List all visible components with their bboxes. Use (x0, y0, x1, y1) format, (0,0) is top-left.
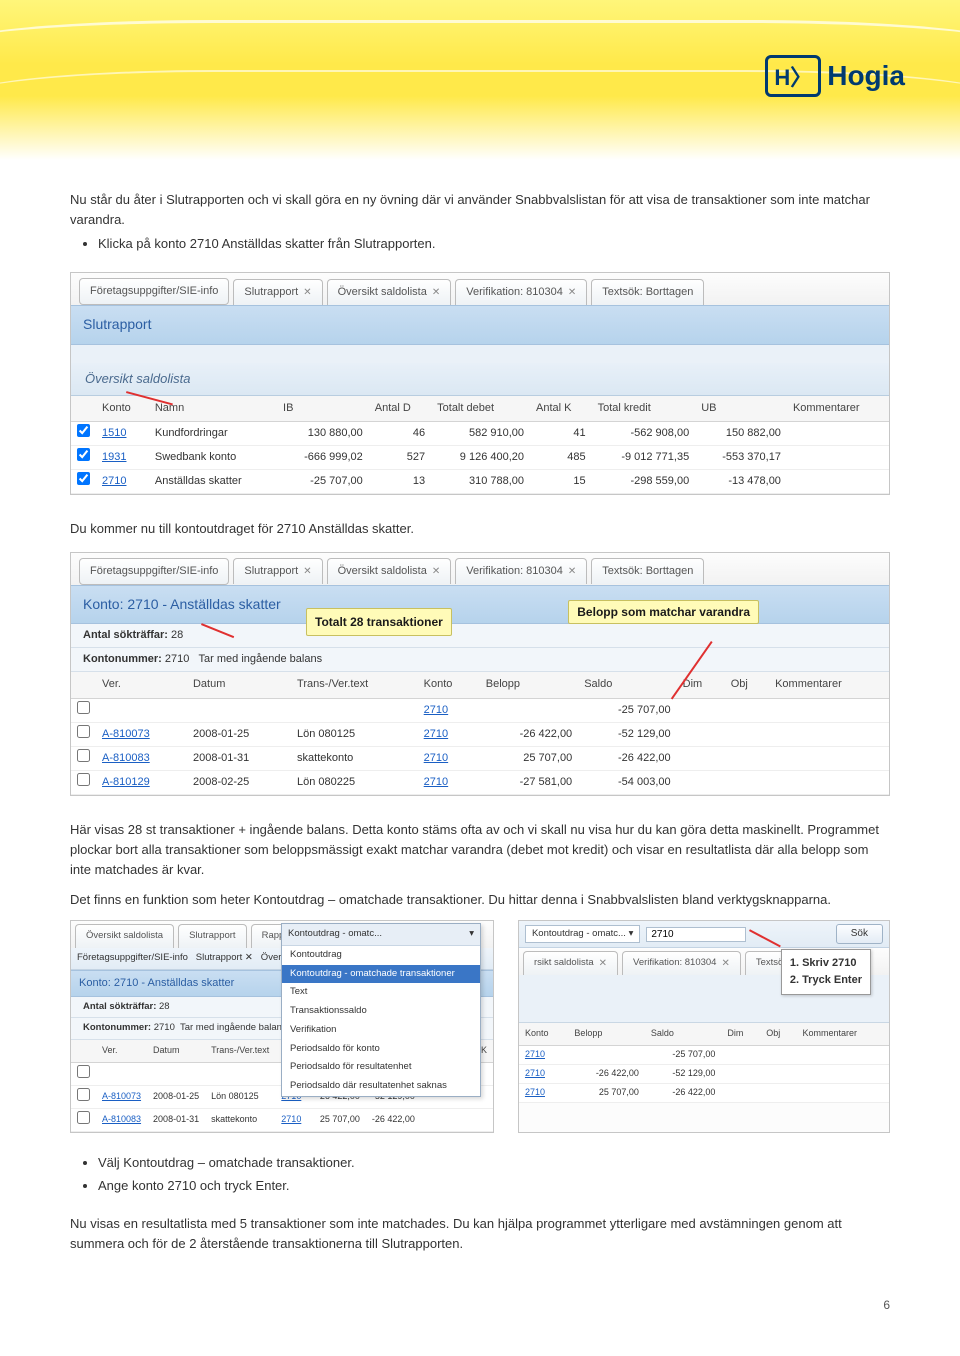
paragraph: Det finns en funktion som heter Kontoutd… (70, 890, 890, 910)
table-row[interactable]: 1931Swedbank konto -666 999,02527 9 126 … (71, 446, 889, 470)
close-icon[interactable]: ✕ (432, 564, 440, 580)
result-table: KontoBelopp SaldoDim ObjKommentarer 2710… (519, 1023, 889, 1103)
table-row[interactable]: 2710Anställdas skatter -25 707,0013 310 … (71, 470, 889, 494)
dropdown-item[interactable]: Periodsaldo där resultatenhet saknas (282, 1077, 480, 1096)
search-button[interactable]: Sök (836, 924, 883, 944)
tab[interactable]: Verifikation: 810304✕ (455, 558, 587, 584)
search-input[interactable] (646, 927, 746, 942)
dropdown-item[interactable]: Kontoutdrag - omatchade transaktioner (282, 965, 480, 984)
close-icon[interactable]: ✕ (303, 285, 311, 301)
dropdown-item[interactable]: Periodsaldo för resultatenhet (282, 1058, 480, 1077)
row-checkbox[interactable] (77, 725, 90, 738)
screenshot-kontoutdrag: Företagsuppgifter/SIE-info Slutrapport✕ … (70, 552, 890, 796)
tab[interactable]: Slutrapport✕ (233, 558, 322, 584)
tab[interactable]: Textsök: Borttagen (591, 279, 704, 305)
screenshot-dropdown: Översikt saldolista Slutrapport Rapportö… (70, 920, 494, 1133)
annotation-right: Belopp som matchar varandra (568, 600, 759, 624)
page-header: H〉 Hogia (0, 0, 960, 160)
tab[interactable]: Företagsuppgifter/SIE-info (79, 278, 229, 305)
annotation-tip: 1. Skriv 2710 2. Tryck Enter (781, 949, 871, 995)
chevron-down-icon: ▾ (469, 927, 474, 942)
page-number: 6 (0, 1298, 960, 1332)
paragraph: Här visas 28 st transaktioner + ingående… (70, 820, 890, 880)
bullet-item: Klicka på konto 2710 Anställdas skatter … (98, 234, 890, 254)
tab[interactable]: Slutrapport✕ (233, 279, 322, 305)
dropdown-item[interactable]: Transaktionssaldo (282, 1002, 480, 1021)
row-checkbox[interactable] (77, 424, 90, 437)
bullet-list: Klicka på konto 2710 Anställdas skatter … (98, 234, 890, 254)
tab[interactable]: Företagsuppgifter/SIE-info (79, 558, 229, 585)
bullet-list: Välj Kontoutdrag – omatchade transaktion… (98, 1153, 890, 1196)
row-checkbox[interactable] (77, 701, 90, 714)
chevron-down-icon: ▾ (629, 927, 634, 942)
quickselect-combo[interactable]: Kontoutdrag - omatc... ▾ (525, 925, 640, 944)
intro-paragraph: Nu står du åter i Slutrapporten och vi s… (70, 190, 890, 230)
tab[interactable]: rsikt saldolista✕ (523, 951, 618, 976)
tab[interactable]: Slutrapport (178, 924, 246, 948)
tab[interactable]: Översikt saldolista (75, 924, 174, 948)
info-row: Antal sökträffar: 28 (71, 624, 889, 648)
paragraph: Du kommer nu till kontoutdraget för 2710… (70, 519, 890, 539)
close-icon[interactable]: ✕ (568, 285, 576, 301)
paragraph: Nu visas en resultatlista med 5 transakt… (70, 1214, 890, 1254)
tab-bar: Företagsuppgifter/SIE-info Slutrapport✕ … (71, 273, 889, 305)
tab[interactable]: Verifikation: 810304✕ (455, 279, 587, 305)
dropdown-item[interactable]: Verifikation (282, 1021, 480, 1040)
panel-title: Slutrapport (71, 305, 889, 345)
table-row[interactable]: 1510Kundfordringar 130 880,0046 582 910,… (71, 422, 889, 446)
close-icon[interactable]: ✕ (303, 564, 311, 580)
tab[interactable]: Textsök: Borttagen (591, 558, 704, 584)
screenshot-search: Kontoutdrag - omatc... ▾ Sök rsikt saldo… (518, 920, 890, 1133)
panel-subtitle: Översikt saldolista (71, 363, 889, 396)
tab[interactable]: Översikt saldolista✕ (327, 558, 452, 584)
annotation-left: Totalt 28 transaktioner (306, 608, 452, 637)
dropdown-item[interactable]: Periodsaldo för konto (282, 1040, 480, 1059)
tab-bar: Företagsuppgifter/SIE-info Slutrapport✕ … (71, 553, 889, 585)
screenshot-slutrapport: Företagsuppgifter/SIE-info Slutrapport✕ … (70, 272, 890, 495)
info-row: Kontonummer: 2710 Tar med ingående balan… (71, 648, 889, 672)
dropdown-item[interactable]: Kontoutdrag (282, 946, 480, 965)
table-row[interactable]: 2710 -25 707,00 (71, 698, 889, 722)
search-toolbar: Kontoutdrag - omatc... ▾ Sök (519, 921, 889, 948)
page-content: Nu står du åter i Slutrapporten och vi s… (0, 160, 960, 1298)
screenshot-row: Översikt saldolista Slutrapport Rapportö… (70, 920, 890, 1133)
table-row[interactable]: A-8101292008-02-25Lön 080225 2710-27 581… (71, 770, 889, 794)
tab[interactable]: Verifikation: 810304✕ (622, 951, 741, 976)
row-checkbox[interactable] (77, 749, 90, 762)
bullet-item: Välj Kontoutdrag – omatchade transaktion… (98, 1153, 890, 1173)
saldo-table: KontoNamn IBAntal D Totalt debetAntal K … (71, 396, 889, 494)
panel-title: Konto: 2710 - Anställdas skatter (71, 585, 889, 625)
table-row[interactable]: A-8100732008-01-25Lön 080125 2710-26 422… (71, 722, 889, 746)
transaction-table: Ver.Datum Trans-/Ver.textKonto BeloppSal… (71, 672, 889, 794)
logo-mark-icon: H〉 (765, 55, 821, 97)
hogia-logo: H〉 Hogia (765, 55, 905, 97)
table-row[interactable]: A-8100832008-01-31skattekonto 271025 707… (71, 746, 889, 770)
bullet-item: Ange konto 2710 och tryck Enter. (98, 1176, 890, 1196)
close-icon[interactable]: ✕ (568, 564, 576, 580)
close-icon[interactable]: ✕ (432, 285, 440, 301)
tab[interactable]: Översikt saldolista✕ (327, 279, 452, 305)
logo-text: Hogia (827, 60, 905, 92)
row-checkbox[interactable] (77, 448, 90, 461)
dropdown-item[interactable]: Text (282, 983, 480, 1002)
row-checkbox[interactable] (77, 773, 90, 786)
row-checkbox[interactable] (77, 472, 90, 485)
quickselect-dropdown[interactable]: Kontoutdrag - omatc...▾ Kontoutdrag Kont… (281, 923, 481, 1096)
dropdown-selected[interactable]: Kontoutdrag - omatc...▾ (282, 924, 480, 946)
